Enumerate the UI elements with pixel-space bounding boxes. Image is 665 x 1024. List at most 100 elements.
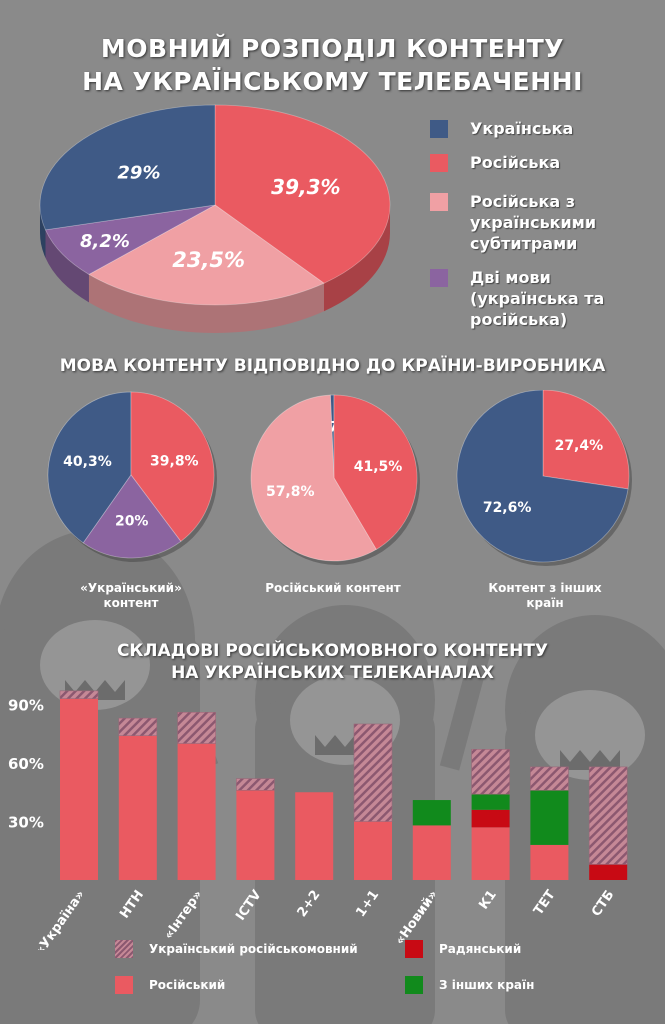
main-pie-label-two_languages: 8,2% xyxy=(80,231,130,252)
x-tick-label: «Інтер» xyxy=(161,888,206,943)
main-title-line2: НА УКРАЇНСЬКОМУ ТЕЛЕБАЧЕННІ xyxy=(82,67,583,96)
main-pie-label-russian_subtitled: 23,5% xyxy=(172,248,245,272)
bar-7 xyxy=(471,749,510,880)
section3-title-line1: СКЛАДОВІ РОСІЙСЬКОМОВНОГО КОНТЕНТУ xyxy=(116,641,549,661)
bar-segment-foreign xyxy=(471,794,510,810)
bar-segment-ukr-russophone xyxy=(588,766,628,865)
x-tick-label: «Новий» xyxy=(393,888,441,948)
section3-title: СКЛАДОВІ РОСІЙСЬКОМОВНОГО КОНТЕНТУ НА УК… xyxy=(0,640,665,684)
y-tick-label: 60% xyxy=(8,755,44,773)
main-pie-slice-ukrainian xyxy=(39,104,216,231)
pie-caption-russian: Російський контент xyxy=(265,581,401,595)
main-pie-side-two_languages xyxy=(45,229,89,303)
bar-segment-russian xyxy=(295,792,334,880)
bar-segment-foreign xyxy=(412,800,451,826)
bar-segment-ukr-russophone xyxy=(236,778,275,791)
bar-segment-ukr-russophone xyxy=(118,717,158,737)
x-tick-label: НТН xyxy=(117,888,147,922)
bar-3 xyxy=(236,778,275,880)
bar-segment-russian xyxy=(177,743,216,880)
main-pie-slice-two_languages xyxy=(44,204,216,275)
pie-ukrainian-content-label-two_languages: 20% xyxy=(115,514,149,530)
x-tick-label: ICTV xyxy=(233,888,264,924)
legend-label-russian-subtitled: Російська з українськими субтитрами xyxy=(470,192,597,253)
bar-segment-foreign xyxy=(530,790,569,845)
pie-ukrainian-content-slice-two_languages xyxy=(82,474,182,559)
y-tick-label: 90% xyxy=(8,697,44,715)
legend-item-two-languages: Дві мови (українська та російська) xyxy=(430,267,645,330)
bar-segment-russian xyxy=(118,735,157,880)
pie-russian-content-slice-ukrainian xyxy=(329,394,335,479)
pie-ukrainian-content-label-ukrainian: 40,3% xyxy=(63,454,112,470)
bar-segment-russian xyxy=(236,790,275,880)
country-pies: 40,3% 39,8%20%0,7%41,5%57,8%27,4%72,6% xyxy=(47,390,632,566)
bar-4 xyxy=(295,792,334,880)
bar-5 xyxy=(353,723,393,880)
main-pie-chart: 39,3% 23,5% 8,2% 29% xyxy=(39,104,391,333)
bar-segment-russian xyxy=(471,827,510,880)
bar-2 xyxy=(177,711,216,880)
pie-ukrainian-content: 40,3% 39,8% 20% xyxy=(47,391,217,562)
legend-item-russian: Російська xyxy=(430,152,560,173)
x-tick-label: СТБ xyxy=(589,888,618,920)
legend-label-russian: Російська xyxy=(470,153,561,172)
x-tick-label: К1 xyxy=(476,888,500,913)
bar-segment-ukr-russophone xyxy=(59,690,99,699)
bar-9 xyxy=(588,766,628,880)
bar-segment-russian xyxy=(412,825,451,880)
pie-caption-foreign: Контент з інших країн xyxy=(488,581,602,610)
legend-swatch-russian xyxy=(430,154,448,172)
pie-foreign-content: 27,4% 72,6% xyxy=(456,390,632,566)
pie-russian-content-label-russian: 41,5% xyxy=(354,459,403,475)
legend-swatch-russian-subtitled xyxy=(430,193,448,211)
x-tick-label: ТЕТ xyxy=(531,888,559,919)
x-tick-label: 2+2 xyxy=(295,888,324,920)
main-pie-label-russian: 39,3% xyxy=(271,175,340,199)
pie-caption-ukrainian: «Український» контент xyxy=(80,581,182,610)
main-title-line1: МОВНИЙ РОЗПОДІЛ КОНТЕНТУ xyxy=(100,34,565,63)
bar-segment-ukr-russophone xyxy=(471,749,510,795)
legend-label-two-languages: Дві мови (українська та російська) xyxy=(470,268,605,329)
pie-foreign-content-label-ukrainian: 72,6% xyxy=(483,500,532,516)
main-pie-side-russian_subtitled xyxy=(88,274,324,333)
main-pie-side-ukrainian xyxy=(40,205,46,258)
main-pie-slice-russian_subtitled xyxy=(88,204,325,306)
main-pie-side-russian xyxy=(323,205,390,312)
bar-segment-russian xyxy=(530,844,569,880)
bar-segment-soviet xyxy=(589,864,628,880)
pie-ukrainian-content-slice-ukrainian xyxy=(47,391,132,544)
pie-foreign-content-slice-ukrainian xyxy=(456,390,629,563)
x-tick-label: 1+1 xyxy=(353,888,382,920)
bar-segment-soviet xyxy=(471,809,510,828)
bar-segment-ukr-russophone xyxy=(530,766,569,791)
y-tick-label: 30% xyxy=(8,814,44,832)
section3-title-line2: НА УКРАЇНСЬКИХ ТЕЛЕКАНАЛАХ xyxy=(171,663,494,683)
stacked-bar-chart: 30% 60% 90% «Україна» НТН «Інтер» ICTV 2+2 1+1 «Н… xyxy=(8,690,628,950)
pie-russian-content-slice-russian xyxy=(333,394,418,550)
bar-segment-russian xyxy=(354,821,392,880)
section2-title: МОВА КОНТЕНТУ ВІДПОВІДНО ДО КРАЇНИ-ВИРОБ… xyxy=(59,356,606,376)
bar-segment-russian xyxy=(60,698,98,880)
main-title: МОВНИЙ РОЗПОДІЛ КОНТЕНТУ НА УКРАЇНСЬКОМУ… xyxy=(0,32,665,98)
pie-foreign-content-label-russian: 27,4% xyxy=(555,438,604,454)
legend-swatch-two-languages xyxy=(430,269,448,287)
pie-russian-content: 0,7%41,5%57,8% xyxy=(250,394,420,565)
legend-item-russian-subtitled: Російська з українськими субтитрами xyxy=(430,191,645,254)
legend-swatch-ukrainian xyxy=(430,120,448,138)
pie-captions: «Український» контент Російський контент… xyxy=(80,581,602,610)
x-tick-label: «Україна» xyxy=(32,888,88,950)
bar-8 xyxy=(530,766,569,880)
main-legend: Українська Російська Російська з українс… xyxy=(0,0,665,340)
bar-6 xyxy=(412,800,451,880)
main-pie-slice-russian xyxy=(214,104,391,284)
pie-ukrainian-content-slice-russian xyxy=(130,391,215,542)
main-pie-label-ukrainian: 29% xyxy=(117,162,160,183)
pie-foreign-content-slice-russian xyxy=(542,390,630,490)
pie-ukrainian-content-label-russian: 39,8% xyxy=(150,454,199,470)
bar-segment-ukr-russophone xyxy=(353,723,393,822)
bar-1 xyxy=(118,717,158,880)
bar-0 xyxy=(59,690,99,880)
pie-russian-content-label-russian_subtitled: 57,8% xyxy=(266,484,315,500)
legend-item-ukrainian: Українська xyxy=(430,118,573,139)
